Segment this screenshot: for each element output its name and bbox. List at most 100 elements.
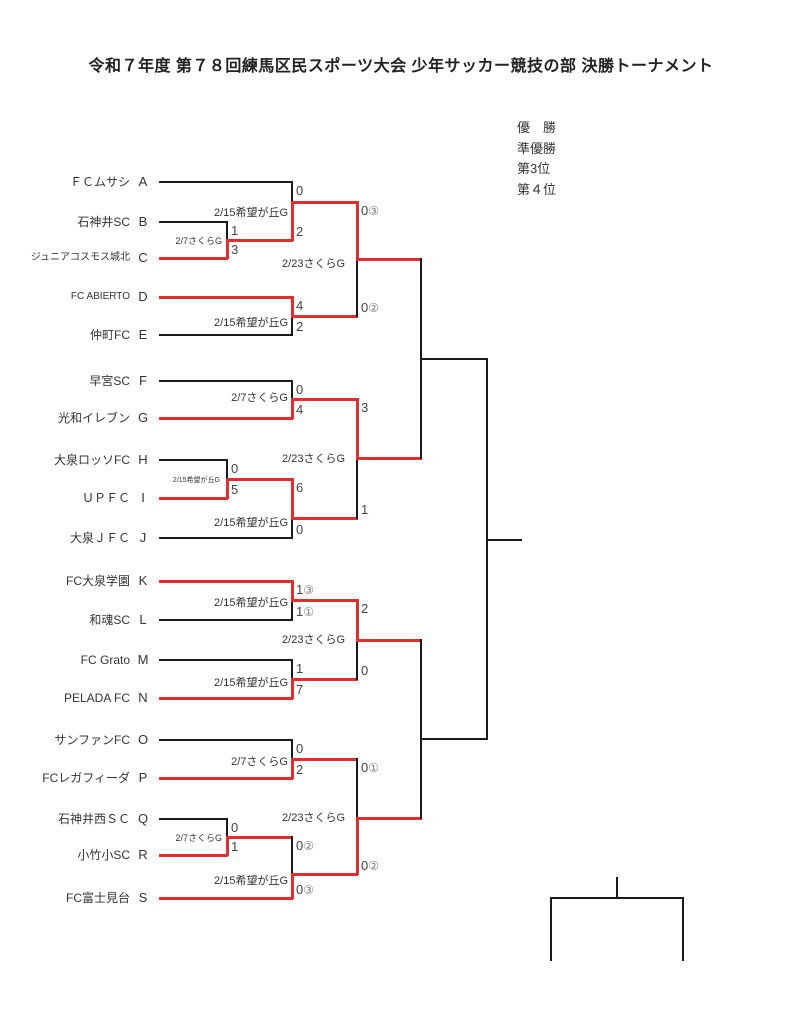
score-R2-4-bottom: 0 [296, 522, 304, 537]
team-letter-M: M [137, 652, 149, 667]
score-QF-3-top: 2 [361, 601, 369, 616]
team-name-P: FCレガフィーダ [42, 771, 130, 785]
match-R2-2-vert-top [290, 296, 294, 317]
third-place-right-leg [682, 897, 684, 961]
score-R2-5-top: 1③ [296, 582, 314, 597]
team-name-K: FC大泉学園 [66, 574, 130, 588]
team-name-I: ＵＰＦＣ [81, 491, 130, 505]
venue-R1-BC: 2/7さくらG [175, 236, 222, 246]
match-R2-3-out [291, 397, 358, 401]
score-R1-HI-bottom: 5 [231, 482, 239, 497]
score-R1-QR-top: 0 [231, 820, 239, 835]
score-QF-3-bottom: 0 [361, 663, 369, 678]
match-R1-QR-vert-top [226, 818, 228, 838]
team-letter-J: J [139, 530, 147, 545]
third-place-left-leg [550, 897, 552, 961]
match-R2-8-vert-bottom [290, 873, 294, 899]
match-QF-3-out [356, 638, 422, 642]
match-R1-QR-vert-bottom [225, 836, 229, 856]
score-R2-3-top: 0 [296, 382, 304, 397]
match-QF-2-out [356, 456, 422, 460]
match-QF-1-vert-bottom [356, 258, 358, 317]
match-R2-7-out [291, 757, 358, 761]
match-QF-4-out [356, 816, 422, 820]
score-R1-BC-bottom: 3 [231, 242, 239, 257]
match-SF-2-vert-bottom [420, 738, 422, 819]
match-R2-2-out [291, 314, 358, 318]
team-letter-L: L [139, 612, 147, 627]
team-line-D [159, 295, 293, 299]
team-name-Q: 石神井西ＳＣ [57, 812, 130, 826]
match-R2-5-vert-bottom [291, 599, 293, 621]
team-name-N: PELADA FC [63, 691, 130, 705]
match-R1-BC-out [226, 238, 293, 242]
team-name-M: FC Grato [80, 653, 130, 667]
score-QF-1-top: 0③ [361, 203, 379, 218]
team-line-J [159, 537, 293, 539]
match-R1-BC-vert-bottom [225, 239, 229, 259]
team-letter-A: A [138, 174, 148, 189]
score-QF-4-top: 0① [361, 760, 379, 775]
venue-R2-1: 2/15希望が丘G [214, 207, 288, 219]
match-R1-QR-out [226, 835, 293, 839]
venue-R2-8: 2/15希望が丘G [214, 875, 288, 887]
match-R2-5-vert-top [290, 580, 294, 601]
match-R2-5-out [291, 598, 358, 602]
team-letter-D: D [138, 289, 148, 304]
score-R2-8-bottom: 0③ [296, 882, 314, 897]
team-name-G: 光和イレブン [57, 411, 130, 425]
team-letter-N: N [138, 690, 148, 705]
score-R2-4-top: 6 [296, 480, 304, 495]
team-line-I [159, 496, 228, 500]
match-R1-BC-vert-top [226, 221, 228, 241]
third-place-winner-stub [616, 877, 618, 899]
team-name-J: 大泉ＪＦＣ [69, 531, 130, 545]
match-R2-1-vert-top [291, 181, 293, 203]
match-QF-1-out [356, 257, 422, 261]
match-R2-6-vert-top [291, 659, 293, 680]
match-R2-4-vert-top [290, 478, 294, 519]
team-line-M [159, 659, 293, 661]
match-R1-HI-vert-top [226, 459, 228, 480]
venue-R2-3: 2/7さくらG [231, 392, 288, 404]
match-R2-1-vert-bottom [290, 201, 294, 241]
score-R2-6-bottom: 7 [296, 682, 304, 697]
team-name-A: ＦＣムサシ [69, 175, 130, 189]
match-SF-2-vert-top [420, 639, 422, 740]
team-letter-C: C [138, 250, 148, 265]
match-SF-2-out [420, 738, 488, 740]
team-line-F [159, 380, 293, 382]
match-R2-8-out [291, 872, 358, 876]
score-R2-7-top: 0 [296, 741, 304, 756]
score-R2-1-bottom: 2 [296, 224, 304, 239]
team-name-L: 和魂SC [89, 613, 130, 627]
score-R2-2-bottom: 2 [296, 319, 304, 334]
venue-R1-HI: 2/15希望が丘G [172, 477, 220, 484]
rank-legend: 優 勝 準優勝 第3位 第４位 [517, 118, 556, 200]
score-R2-6-top: 1 [296, 661, 304, 676]
score-R2-8-top: 0② [296, 838, 314, 853]
team-name-E: 仲町FC [90, 328, 130, 342]
team-letter-B: B [138, 214, 148, 229]
match-R2-7-vert-bottom [290, 758, 294, 779]
team-line-O [159, 739, 293, 741]
venue-QF-4: 2/23さくらG [282, 812, 345, 824]
score-R1-QR-bottom: 1 [231, 839, 239, 854]
score-R2-1-top: 0 [296, 183, 304, 198]
team-line-R [159, 853, 228, 857]
team-line-A [159, 181, 293, 183]
match-R1-HI-out [226, 477, 293, 481]
team-name-O: サンファンFC [54, 733, 130, 747]
team-name-D: FC ABIERTO [70, 291, 130, 302]
score-R1-HI-top: 0 [231, 461, 239, 476]
team-line-L [159, 619, 293, 621]
venue-R2-4: 2/15希望が丘G [214, 517, 288, 529]
team-letter-K: K [138, 573, 148, 588]
team-line-P [159, 776, 293, 780]
legend-third-place: 第3位 [517, 161, 551, 176]
match-QF-2-vert-top [355, 398, 359, 459]
match-QF-2-vert-bottom [356, 457, 358, 519]
match-R2-2-vert-bottom [291, 315, 293, 336]
team-line-K [159, 579, 293, 583]
